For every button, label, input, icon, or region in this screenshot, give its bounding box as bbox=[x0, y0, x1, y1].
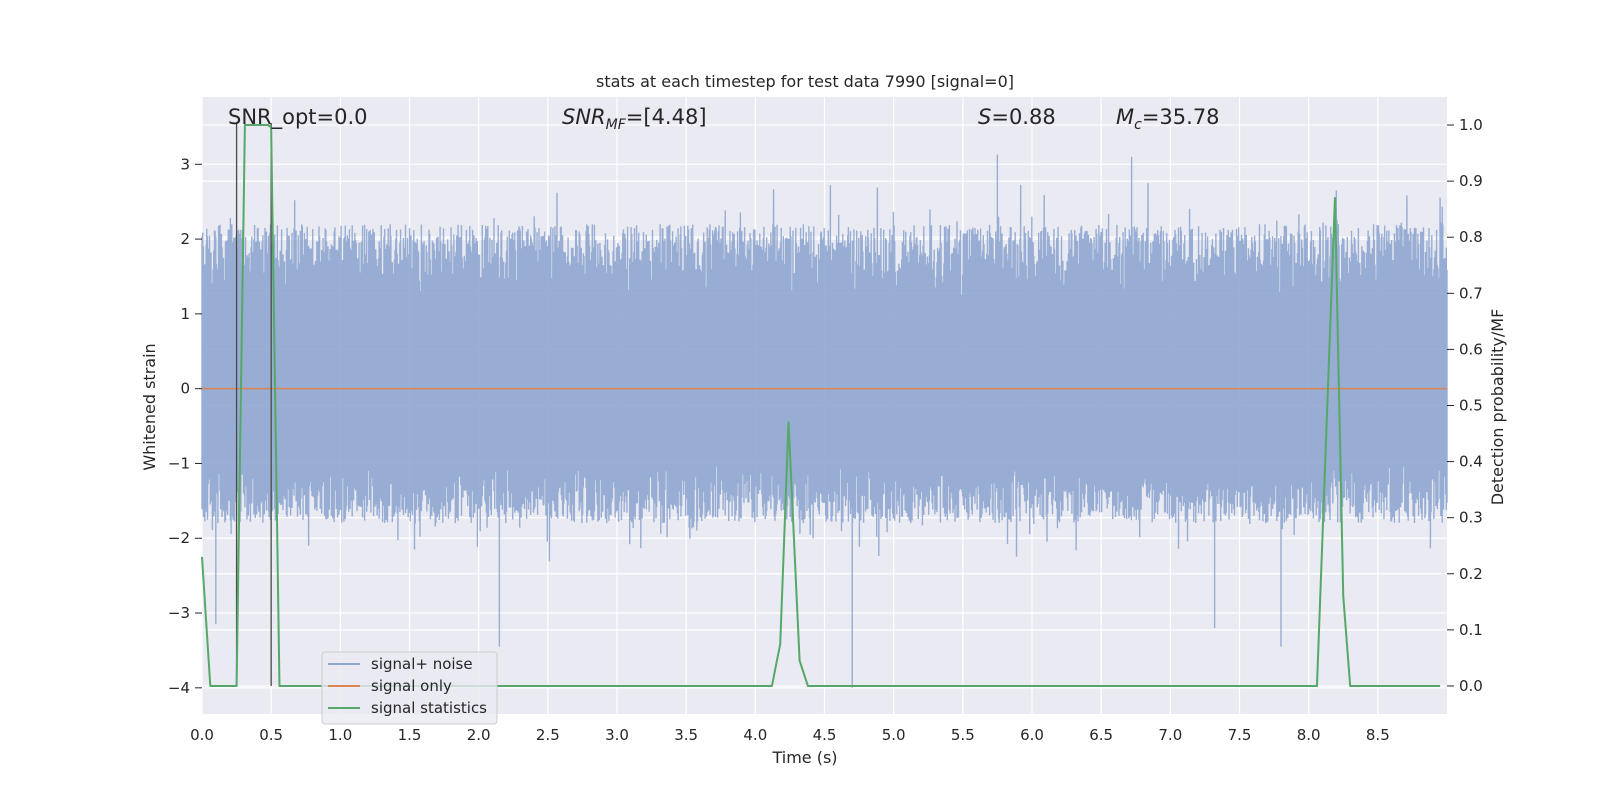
x-tick-label: 4.0 bbox=[743, 726, 767, 744]
x-tick-label: 8.0 bbox=[1297, 726, 1321, 744]
annotation-snr-mf-symbol: SNR bbox=[562, 105, 606, 129]
annotation-snr-mf: SNRMF=[4.48] bbox=[562, 105, 707, 133]
y-axis-left-label: Whitened strain bbox=[140, 343, 159, 470]
annotation-s-symbol: S bbox=[978, 105, 991, 129]
x-tick-label: 0.5 bbox=[259, 726, 283, 744]
x-tick-label: 5.0 bbox=[882, 726, 906, 744]
y-tick-label-right: 0.8 bbox=[1459, 228, 1483, 246]
x-tick-label: 6.5 bbox=[1089, 726, 1113, 744]
y-tick-label-right: 0.2 bbox=[1459, 565, 1483, 583]
annotation-mc: Mc=35.78 bbox=[1116, 105, 1220, 133]
y-tick-label-right: 0.1 bbox=[1459, 621, 1483, 639]
signal-statistics-series bbox=[201, 124, 1441, 687]
annotation-s: S=0.88 bbox=[978, 105, 1056, 129]
x-tick-label: 4.5 bbox=[813, 726, 837, 744]
legend-label-signal-only: signal only bbox=[371, 677, 452, 695]
legend-label-signal-noise: signal+ noise bbox=[371, 655, 473, 673]
legend-label-signal-statistics: signal statistics bbox=[371, 699, 487, 717]
y-axis-left-ticks: 3 2 1 0 −1 −2 −3 −4 bbox=[168, 155, 202, 697]
annotation-mc-symbol: M bbox=[1116, 105, 1134, 129]
y-tick-label-right: 0.0 bbox=[1459, 677, 1483, 695]
y-tick-label-right: 0.7 bbox=[1459, 284, 1483, 302]
x-tick-label: 6.0 bbox=[1020, 726, 1044, 744]
x-tick-label: 2.0 bbox=[467, 726, 491, 744]
y-tick-label-left: 0 bbox=[180, 380, 190, 398]
x-tick-label: 1.5 bbox=[398, 726, 422, 744]
y-axis-right-label: Detection probability/MF bbox=[1488, 309, 1507, 506]
y-tick-label-right: 0.9 bbox=[1459, 172, 1483, 190]
x-axis-ticks: 0.0 0.5 1.0 1.5 2.0 2.5 3.0 3.5 4.0 4.5 5.0 5.5 6.0 6… bbox=[190, 726, 1390, 744]
y-tick-label-left: 1 bbox=[180, 305, 190, 323]
annotation-snr-opt: SNR_opt=0.0 bbox=[228, 105, 368, 130]
annotation-snr-mf-value: =[4.48] bbox=[626, 105, 707, 129]
y-tick-label-left: −3 bbox=[168, 604, 190, 622]
vertical-markers bbox=[235, 123, 272, 686]
x-tick-label: 8.5 bbox=[1366, 726, 1390, 744]
signal-statistics-line bbox=[201, 124, 1441, 687]
y-tick-label-right: 0.3 bbox=[1459, 509, 1483, 527]
chart-title: stats at each timestep for test data 799… bbox=[596, 72, 1014, 91]
y-tick-label-right: 0.5 bbox=[1459, 397, 1483, 415]
y-tick-label-left: 3 bbox=[180, 155, 190, 173]
y-tick-label-left: −2 bbox=[168, 529, 190, 547]
y-tick-label-right: 1.0 bbox=[1459, 116, 1483, 134]
x-tick-label: 1.0 bbox=[328, 726, 352, 744]
x-tick-label: 3.0 bbox=[605, 726, 629, 744]
x-tick-label: 2.5 bbox=[536, 726, 560, 744]
y-tick-label-left: 2 bbox=[180, 230, 190, 248]
annotation-mc-value: =35.78 bbox=[1142, 105, 1220, 129]
legend: signal+ noise signal only signal statist… bbox=[321, 651, 498, 725]
x-tick-label: 3.5 bbox=[674, 726, 698, 744]
y-tick-label-right: 0.4 bbox=[1459, 453, 1483, 471]
y-tick-label-left: −4 bbox=[168, 679, 190, 697]
legend-box bbox=[321, 651, 498, 725]
x-tick-label: 7.0 bbox=[1158, 726, 1182, 744]
y-tick-label-left: −1 bbox=[168, 454, 190, 472]
y-axis-right-ticks: 1.0 0.9 0.8 0.7 0.6 0.5 0.4 0.3 0.2 0.1 0.0 bbox=[1447, 116, 1483, 695]
annotation-snr-mf-subscript: MF bbox=[606, 117, 627, 133]
x-tick-label: 5.5 bbox=[951, 726, 975, 744]
annotation-s-value: =0.88 bbox=[991, 105, 1055, 129]
x-tick-label: 7.5 bbox=[1228, 726, 1252, 744]
x-axis-label: Time (s) bbox=[771, 748, 837, 767]
y-tick-label-right: 0.6 bbox=[1459, 340, 1483, 358]
annotation-mc-subscript: c bbox=[1134, 117, 1142, 133]
x-tick-label: 0.0 bbox=[190, 726, 214, 744]
